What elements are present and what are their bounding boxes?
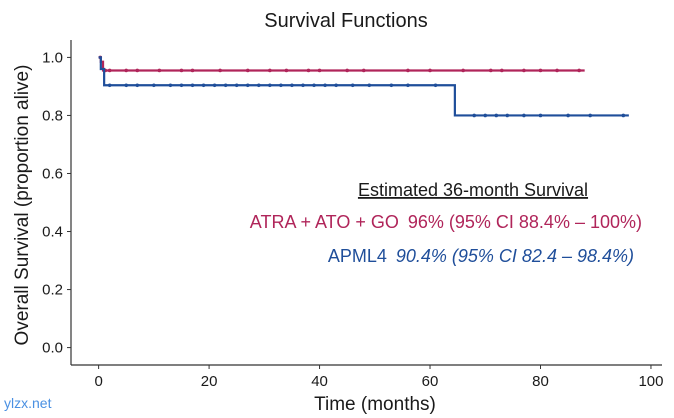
censor-mark-apml4	[135, 83, 140, 88]
annotation-row-apml4-label: APML4	[328, 246, 387, 266]
x-tick-label: 60	[422, 373, 439, 390]
censor-mark-apml4	[168, 83, 173, 88]
censor-mark-apml4	[505, 113, 510, 118]
censor-mark-apml4	[433, 83, 438, 88]
censor-mark-apml4	[406, 83, 410, 88]
censor-mark-atra-ato-go	[268, 68, 272, 73]
y-tick-label: 0.0	[42, 340, 63, 357]
censor-mark-apml4	[522, 113, 526, 118]
annotation-row-atra: ATRA + ATO + GO 96% (95% CI 88.4% – 100%…	[250, 212, 642, 232]
censor-mark-apml4	[201, 83, 206, 88]
censor-mark-atra-ato-go	[345, 68, 349, 73]
censor-mark-apml4	[483, 113, 488, 118]
plot-area	[70, 40, 662, 366]
censor-mark-atra-ato-go	[317, 68, 322, 73]
censor-mark-apml4	[279, 83, 283, 88]
censor-mark-atra-ato-go	[361, 68, 366, 73]
annotation-row-apml4-estimate: 90.4% (95% CI 82.4 – 98.4%)	[396, 246, 634, 266]
censor-mark-apml4	[107, 83, 112, 88]
censor-mark-apml4	[350, 83, 355, 88]
censor-mark-apml4	[124, 83, 129, 88]
annotation-row-apml4: APML4 90.4% (95% CI 82.4 – 98.4%)	[328, 246, 634, 266]
censor-mark-atra-ato-go	[488, 68, 493, 73]
x-tick-label: 40	[311, 373, 328, 390]
chart-title: Survival Functions	[264, 10, 427, 32]
censor-mark-atra-ato-go	[179, 68, 184, 73]
censor-mark-atra-ato-go	[577, 68, 581, 73]
censor-mark-apml4	[301, 83, 305, 88]
y-tick-label: 0.4	[42, 224, 63, 241]
censor-mark-apml4	[152, 83, 156, 88]
censor-mark-apml4	[234, 83, 239, 88]
censor-mark-apml4	[538, 113, 543, 118]
censor-mark-apml4	[268, 83, 272, 88]
censor-mark-atra-ato-go	[218, 68, 222, 73]
censor-mark-apml4	[256, 83, 261, 88]
x-ticks: 0 20 40 60 80 100	[94, 365, 663, 390]
censor-mark-apml4	[367, 83, 372, 88]
censor-mark-apml4	[290, 83, 294, 88]
censor-mark-atra-ato-go	[190, 68, 195, 73]
survival-curve-atra-ato-go	[98, 56, 585, 72]
x-axis-label: Time (months)	[314, 394, 436, 415]
censor-mark-atra-ato-go	[428, 68, 432, 73]
censor-mark-apml4	[179, 83, 184, 88]
censor-mark-atra-ato-go	[538, 68, 543, 73]
censor-mark-apml4	[223, 83, 228, 88]
censor-mark-atra-ato-go	[522, 68, 526, 73]
censor-mark-atra-ato-go	[461, 68, 465, 73]
annotation-block: Estimated 36-month Survival ATRA + ATO +…	[250, 180, 642, 266]
censor-mark-atra-ato-go	[306, 68, 311, 73]
censor-mark-apml4	[566, 113, 570, 118]
censor-mark-atra-ato-go	[245, 68, 250, 73]
censor-mark-atra-ato-go	[406, 68, 410, 73]
y-ticks: 0.0 0.2 0.4 0.6 0.8 1.0	[42, 49, 71, 357]
censor-mark-apml4	[190, 83, 195, 88]
censor-mark-apml4	[334, 83, 338, 88]
y-axis-label: Overall Survival (proportion alive)	[12, 65, 33, 346]
y-tick-label: 0.6	[42, 165, 63, 182]
x-tick-label: 20	[201, 373, 218, 390]
censor-mark-apml4	[389, 83, 394, 88]
series-layer	[98, 55, 629, 118]
censor-mark-atra-ato-go	[555, 68, 559, 73]
censor-mark-atra-ato-go	[500, 68, 504, 73]
annotation-row-atra-estimate: 96% (95% CI 88.4% – 100%)	[408, 212, 642, 232]
censor-mark-atra-ato-go	[124, 68, 129, 73]
censor-mark-atra-ato-go	[107, 68, 112, 73]
y-tick-label: 0.2	[42, 282, 63, 299]
x-tick-label: 100	[638, 373, 663, 390]
annotation-header: Estimated 36-month Survival	[358, 180, 588, 200]
censor-mark-apml4	[323, 83, 327, 88]
x-tick-label: 80	[532, 373, 549, 390]
censor-mark-atra-ato-go	[284, 68, 289, 73]
y-tick-label: 1.0	[42, 49, 63, 66]
x-tick-label: 0	[94, 373, 102, 390]
survival-curve-apml4	[98, 56, 629, 117]
censor-mark-apml4	[494, 113, 499, 118]
annotation-row-atra-label: ATRA + ATO + GO	[250, 212, 399, 232]
y-tick-label: 0.8	[42, 107, 63, 124]
censor-mark-apml4	[212, 83, 217, 88]
censor-mark-apml4	[588, 113, 592, 118]
censor-mark-atra-ato-go	[135, 68, 140, 73]
watermark: ylzx.net	[4, 395, 52, 411]
censor-mark-apml4	[312, 83, 316, 88]
censor-mark-apml4	[245, 83, 250, 88]
censor-mark-apml4	[472, 113, 477, 118]
censor-mark-apml4	[621, 113, 626, 118]
censor-mark-atra-ato-go	[157, 68, 162, 73]
